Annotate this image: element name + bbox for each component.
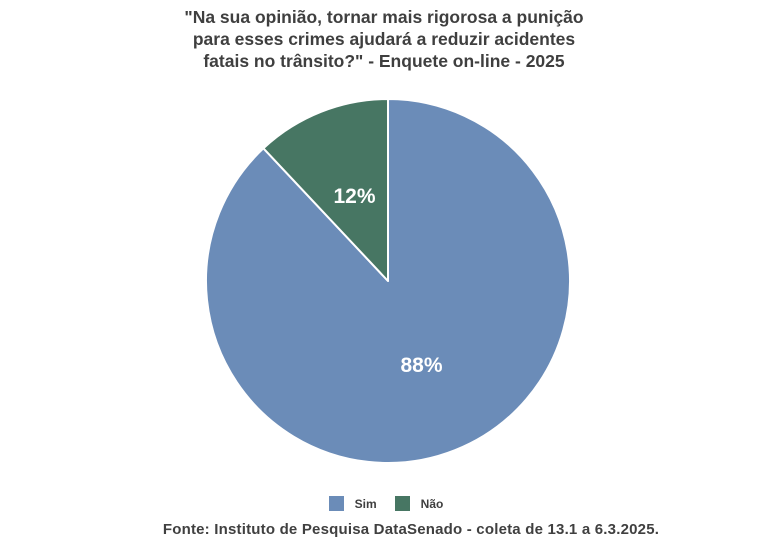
chart-title-line-2: para esses crimes ajudará a reduzir acid…	[192, 28, 576, 49]
legend-item-sim: Sim	[324, 492, 377, 515]
chart-title-line-1: "Na sua opinião, tornar mais rigorosa a …	[184, 7, 584, 27]
chart-title: "Na sua opinião, tornar mais rigorosa a …	[0, 7, 768, 72]
legend-swatch-color-nao	[394, 496, 410, 511]
pie-data-label-sim: 88%	[400, 354, 442, 377]
pie-slice-nao	[262, 98, 389, 282]
legend-swatch-sim	[324, 492, 348, 515]
legend-swatch-color-sim	[328, 496, 344, 511]
legend-label-nao: Não	[420, 496, 444, 511]
legend: Sim Não	[0, 492, 768, 515]
legend-label-sim: Sim	[354, 496, 377, 511]
chart-title-line-3: fatais no trânsito?" - Enquete on-line -…	[203, 50, 565, 71]
pie-data-label-nao: 12%	[333, 185, 375, 208]
legend-item-nao: Não	[390, 492, 444, 515]
source-note: Fonte: Instituto de Pesquisa DataSenado …	[162, 521, 660, 538]
legend-swatch-nao	[390, 492, 414, 515]
